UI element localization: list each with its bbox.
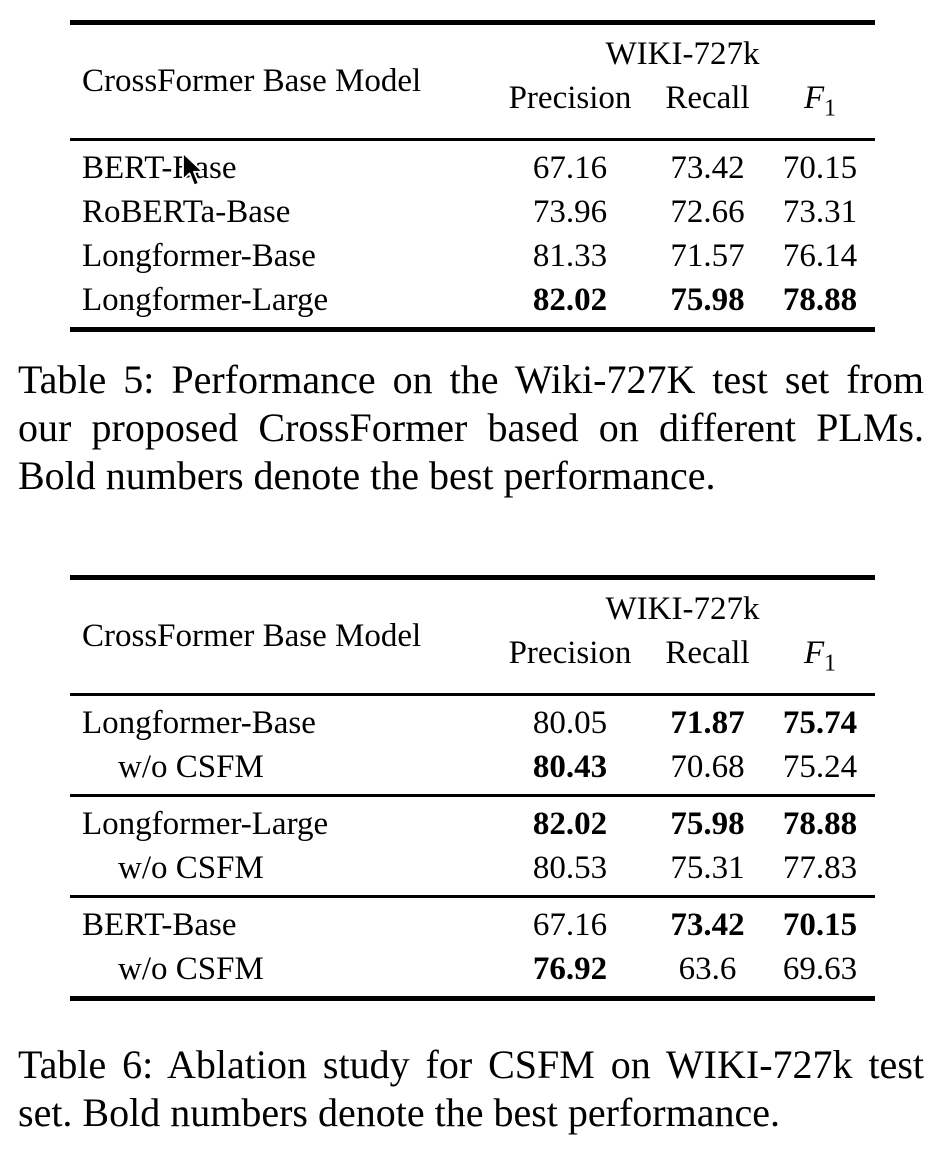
table-5: CrossFormer Base Model WIKI-727k Precisi… [70,20,875,332]
group-rule [70,894,875,898]
table6-caption: Table 6: Ablation study for CSFM on WIKI… [18,1041,924,1137]
model-cell: Longformer-Large [82,805,329,842]
table-row: w/o CSFM 76.92 63.6 69.63 [70,947,875,991]
caption-line: Table 6: Ablation study for CSFM on WIKI… [18,1042,924,1087]
model-cell: Longformer-Large [82,281,329,318]
recall-cell: 63.6 [678,950,737,987]
model-cell: BERT-Base [82,149,237,186]
f1-cell: 70.15 [782,906,858,943]
table-row: Longformer-Base 81.33 71.57 76.14 [70,234,875,278]
recall-cell: 71.87 [670,704,745,741]
table5-body: BERT-Base 67.16 73.42 70.15 RoBERTa-Base… [70,141,875,327]
f1-cell: 76.14 [782,237,858,274]
table5-caption: Table 5: Performance on the Wiki-727K te… [18,356,924,500]
recall-cell: 71.57 [670,237,745,274]
metric-labels-row: Precision Recall F1 [490,631,875,686]
f1-header: F1 [765,631,875,686]
dataset-header: WIKI-727k [605,36,760,72]
table-row: w/o CSFM 80.43 70.68 75.24 [70,745,875,789]
precision-cell: 67.16 [532,149,608,186]
precision-header: Precision [508,80,632,116]
precision-cell: 81.33 [532,237,608,274]
model-column-header: CrossFormer Base Model [82,63,422,100]
top-rule [70,20,875,25]
caption-line: Bold numbers denote the best performance… [18,453,716,498]
table6-header: CrossFormer Base Model WIKI-727k Precisi… [70,580,875,693]
table-row: RoBERTa-Base 73.96 72.66 73.31 [70,190,875,234]
model-cell: w/o CSFM [118,748,264,785]
recall-cell: 75.98 [670,281,745,318]
table-row: Longformer-Base 80.05 71.87 75.74 [70,701,875,745]
table-row: BERT-Base 67.16 73.42 70.15 [70,903,875,947]
caption-line: set. Bold numbers denote the best perfor… [18,1090,780,1135]
recall-cell: 75.31 [670,849,745,886]
table6-group-3: BERT-Base 67.16 73.42 70.15 w/o CSFM 76.… [70,898,875,996]
f1-letter: F [803,635,825,671]
recall-header: Recall [665,635,750,671]
f1-header: F1 [765,76,875,131]
f1-cell: 75.74 [782,704,858,741]
f1-cell: 77.83 [782,849,858,886]
model-cell: w/o CSFM [118,950,264,987]
dataset-header: WIKI-727k [605,591,760,627]
top-rule [70,575,875,580]
precision-cell: 82.02 [532,281,608,318]
caption-line: our proposed CrossFormer based on differ… [18,405,924,450]
metric-labels-row: Precision Recall F1 [490,76,875,131]
f1-subscript: 1 [824,650,837,677]
caption-line: Table 5: Performance on the Wiki-727K te… [18,357,924,402]
precision-header: Precision [508,635,632,671]
model-cell: Longformer-Base [82,237,316,274]
f1-cell: 78.88 [782,281,858,318]
model-cell: RoBERTa-Base [82,193,291,230]
table6-group-2: Longformer-Large 82.02 75.98 78.88 w/o C… [70,797,875,895]
bottom-rule [70,995,875,1001]
f1-cell: 75.24 [782,748,858,785]
model-cell: w/o CSFM [118,849,264,886]
f1-cell: 73.31 [782,193,858,230]
precision-cell: 80.53 [532,849,608,886]
recall-cell: 73.42 [670,906,745,943]
table5-header: CrossFormer Base Model WIKI-727k Precisi… [70,25,875,138]
precision-cell: 67.16 [532,906,608,943]
f1-cell: 78.88 [782,805,858,842]
metrics-header: WIKI-727k Precision Recall F1 [490,32,875,131]
model-cell: BERT-Base [82,906,237,943]
f1-subscript: 1 [824,95,837,122]
table-row: Longformer-Large 82.02 75.98 78.88 [70,802,875,846]
f1-cell: 69.63 [782,950,858,987]
table-row: w/o CSFM 80.53 75.31 77.83 [70,846,875,890]
precision-cell: 76.92 [532,950,608,987]
table-row: BERT-Base 67.16 73.42 70.15 [70,146,875,190]
recall-header: Recall [665,80,750,116]
recall-cell: 72.66 [670,193,745,230]
header-rule [70,137,875,141]
precision-cell: 80.05 [532,704,608,741]
table6-group-1: Longformer-Base 80.05 71.87 75.74 w/o CS… [70,696,875,794]
precision-cell: 82.02 [532,805,608,842]
f1-letter: F [803,80,825,116]
recall-cell: 75.98 [670,805,745,842]
recall-cell: 73.42 [670,149,745,186]
recall-cell: 70.68 [670,748,745,785]
table-6: CrossFormer Base Model WIKI-727k Precisi… [70,575,875,1001]
precision-cell: 80.43 [532,748,608,785]
table-row: Longformer-Large 82.02 75.98 78.88 [70,278,875,322]
group-rule [70,793,875,797]
metrics-header: WIKI-727k Precision Recall F1 [490,587,875,686]
model-cell: Longformer-Base [82,704,316,741]
precision-cell: 73.96 [532,193,608,230]
f1-cell: 70.15 [782,149,858,186]
bottom-rule [70,326,875,332]
model-column-header: CrossFormer Base Model [82,618,422,655]
header-rule [70,692,875,696]
